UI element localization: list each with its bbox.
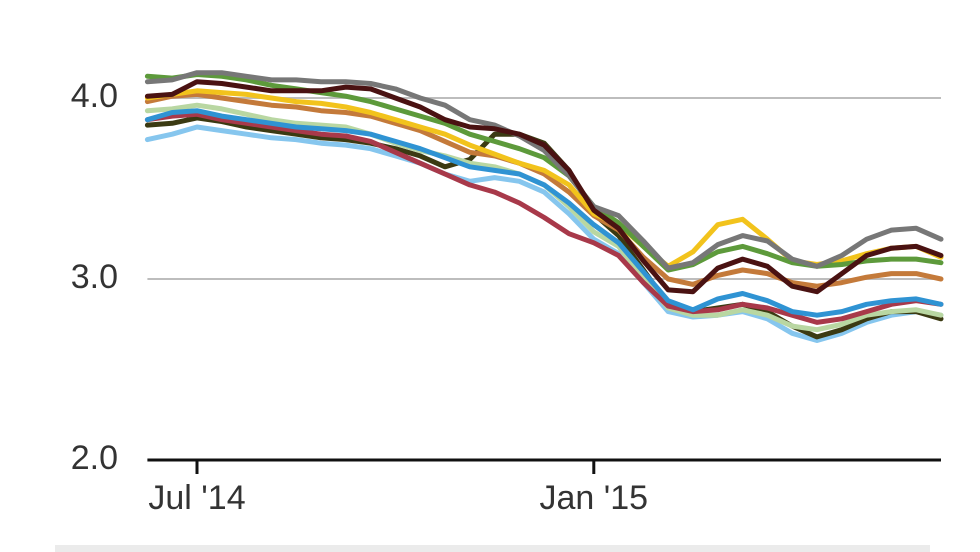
series-line (144, 91, 944, 289)
series-line (144, 70, 944, 271)
series-line (144, 79, 944, 295)
y-tick-label: 4.0 (71, 77, 118, 115)
series-line (144, 108, 944, 318)
x-tick-label: Jul '14 (148, 479, 245, 517)
series-line (144, 124, 944, 343)
y-tick-label: 2.0 (71, 439, 118, 477)
y-tick-label: 3.0 (71, 258, 118, 296)
series-line (144, 111, 944, 325)
x-tick-label: Jan '15 (540, 479, 649, 517)
footer-bar (55, 545, 930, 552)
